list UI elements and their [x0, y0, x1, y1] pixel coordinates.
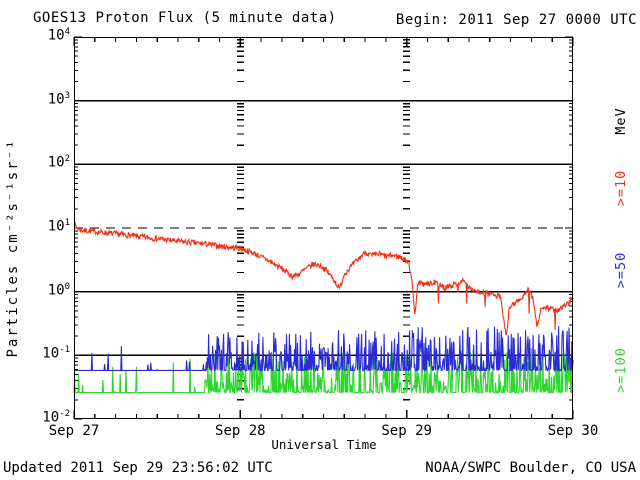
x-tick-label: Sep 29	[381, 423, 432, 439]
y-tick-label: 103	[47, 90, 70, 108]
y-tick-label: 101	[47, 218, 70, 235]
legend-ge100-label: >=100	[613, 347, 629, 393]
begin-timestamp: Begin: 2011 Sep 27 0000 UTC	[395, 12, 637, 28]
y-tick-label: 10-1	[42, 345, 70, 362]
legend-ge50-label: >=50	[613, 251, 629, 289]
y-tick-label: 10-2	[42, 409, 70, 426]
y-axis-label: Particles cm⁻²s⁻¹sr⁻¹	[5, 138, 21, 358]
y-tick-label: 100	[47, 281, 70, 299]
x-tick-label: Sep 30	[547, 423, 599, 439]
x-tick-label: Sep 27	[48, 423, 100, 439]
proton-flux-plot	[73, 36, 574, 420]
x-axis-label: Universal Time	[271, 437, 377, 452]
series-100-line	[73, 348, 573, 395]
series-50-line	[74, 326, 574, 373]
chart-title: GOES13 Proton Flux (5 minute data)	[33, 10, 337, 26]
y-tick-label: 104	[47, 27, 70, 44]
mev-unit-label: MeV	[613, 107, 629, 135]
updated-timestamp: Updated 2011 Sep 29 23:56:02 UTC	[3, 460, 273, 476]
y-tick-label: 102	[47, 154, 70, 171]
x-tick-label: Sep 28	[215, 423, 266, 439]
series-10-line	[73, 222, 574, 336]
data-source: NOAA/SWPC Boulder, CO USA	[425, 460, 636, 476]
legend-ge10-label: >=10	[613, 169, 629, 207]
